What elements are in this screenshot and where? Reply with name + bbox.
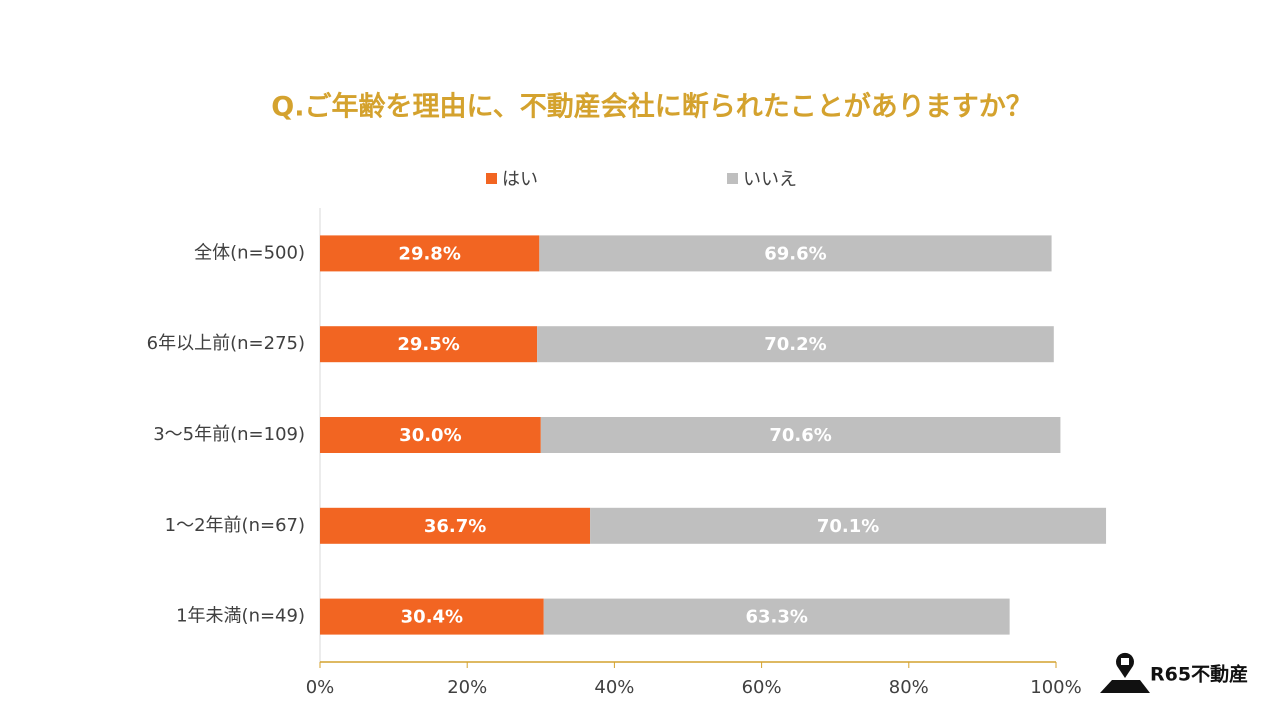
bar-segment [590,507,1107,544]
data-label: 63.3% [745,607,807,628]
bar-segment [320,235,540,272]
y-tick-label: 6年以上前(n=275) [147,333,305,354]
bar-segment [320,598,544,635]
legend-swatch [727,173,738,184]
bar-segment [543,598,1010,635]
x-tick-label: 60% [742,677,782,698]
data-label: 36.7% [424,516,486,537]
legend-swatch [486,173,497,184]
bar-segment [320,417,541,453]
legend-label: いいえ [743,169,797,190]
data-label: 29.8% [398,243,460,264]
data-label: 30.4% [401,607,463,628]
y-tick-label: 全体(n=500) [194,242,305,263]
logo: R65不動産 [1100,652,1248,693]
legend-label: はい [502,169,538,190]
bar-segment [320,507,591,544]
data-label: 29.5% [397,334,459,355]
bar-segment [539,235,1052,272]
data-label: 70.6% [769,425,831,446]
bar-segment [320,326,538,363]
bar-segment [540,417,1061,453]
data-label: 69.6% [764,243,826,264]
data-label: 30.0% [399,425,461,446]
x-tick-label: 20% [447,677,487,698]
data-label: 70.2% [764,334,826,355]
x-tick-label: 80% [889,677,929,698]
x-tick-label: 0% [306,677,335,698]
y-tick-label: 3〜5年前(n=109) [153,424,305,445]
chart-title: Q.ご年齢を理由に、不動産会社に断られたことがありますか？ [271,91,1032,123]
y-tick-label: 1年未満(n=49) [176,606,305,627]
y-tick-label: 1〜2年前(n=67) [165,515,305,536]
data-label: 70.1% [817,516,879,537]
x-tick-label: 100% [1030,677,1081,698]
x-tick-label: 40% [594,677,634,698]
brand: R65不動産 [1150,663,1248,686]
bar-segment [537,326,1054,363]
